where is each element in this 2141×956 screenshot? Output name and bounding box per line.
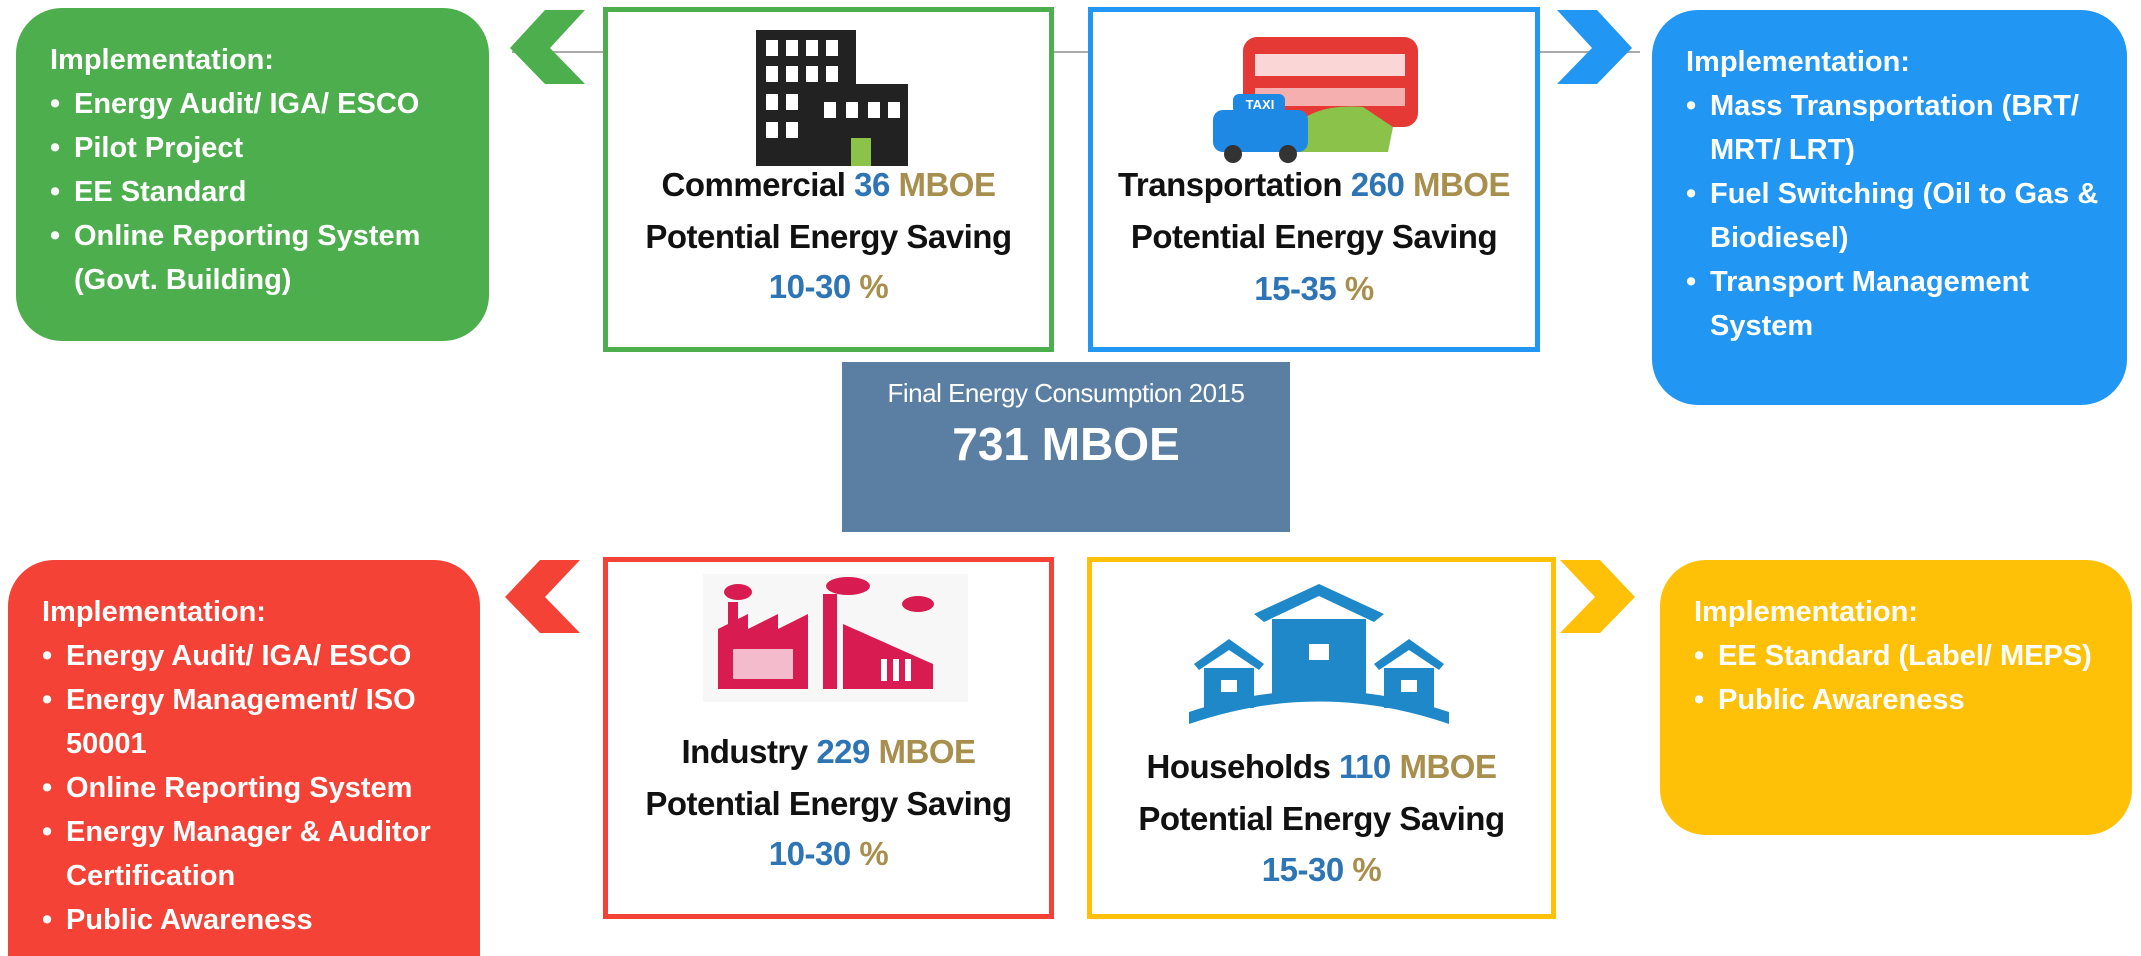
implementation-item: Mass Transportation (BRT/ MRT/ LRT) <box>1686 84 2101 172</box>
implementation-item: Energy Manager & Auditor Certification <box>42 810 454 898</box>
sector-box: TAXI Transportation 260 MBOE Potential E… <box>1088 7 1540 352</box>
sector-unit: MBOE <box>1399 748 1497 785</box>
implementation-box: Implementation: Mass Transportation (BRT/… <box>1652 10 2127 405</box>
transport-icon: TAXI <box>1213 37 1418 163</box>
implementation-box: Implementation: EE Standard (Label/ MEPS)… <box>1660 560 2132 835</box>
implementation-title: Implementation: <box>1694 596 1918 628</box>
implementation-title: Implementation: <box>1686 46 1910 78</box>
saving-percent: % <box>1352 851 1382 888</box>
sector-amount: 110 <box>1339 748 1391 785</box>
saving-range: 10-30 <box>768 835 851 872</box>
sector-name: Commercial <box>661 166 846 203</box>
saving-range: 15-30 <box>1261 851 1344 888</box>
implementation-item: Energy Audit/ IGA/ ESCO <box>42 634 454 678</box>
implementation-list: Mass Transportation (BRT/ MRT/ LRT)Fuel … <box>1686 84 2101 348</box>
saving-percent: % <box>859 268 889 305</box>
sector-box: Households 110 MBOE Potential Energy Sav… <box>1087 557 1556 919</box>
center-label: Final Energy Consumption 2015 <box>887 378 1245 408</box>
factory-icon <box>703 574 968 702</box>
chevron-right <box>1557 10 1632 84</box>
chevron-right <box>1560 560 1635 633</box>
implementation-item: EE Standard <box>50 170 463 214</box>
implementation-list: Energy Audit/ IGA/ ESCOEnergy Management… <box>42 634 454 942</box>
implementation-item: Online Reporting System <box>42 766 454 810</box>
sector-amount: 260 <box>1350 166 1405 203</box>
center-value: 731 MBOE <box>952 418 1180 470</box>
saving-label: Potential Energy Saving <box>645 218 1012 255</box>
sector-amount: 36 <box>854 166 890 203</box>
implementation-item: Public Awareness <box>1694 678 2106 722</box>
svg-text:TAXI: TAXI <box>1246 97 1275 112</box>
saving-range: 10-30 <box>768 268 851 305</box>
sector-name: Industry <box>681 733 808 770</box>
implementation-list: Energy Audit/ IGA/ ESCOPilot ProjectEE S… <box>50 82 463 302</box>
implementation-item: Online Reporting System (Govt. Building) <box>50 214 463 302</box>
building-icon <box>756 30 908 166</box>
saving-label: Potential Energy Saving <box>1138 800 1505 837</box>
implementation-item: Energy Audit/ IGA/ ESCO <box>50 82 463 126</box>
implementation-item: Energy Management/ ISO 50001 <box>42 678 454 766</box>
sector-box: Commercial 36 MBOE Potential Energy Savi… <box>603 7 1054 352</box>
saving-label: Potential Energy Saving <box>645 785 1012 822</box>
sector-box: Industry 229 MBOE Potential Energy Savin… <box>603 557 1054 919</box>
implementation-item: Fuel Switching (Oil to Gas & Biodiesel) <box>1686 172 2101 260</box>
implementation-item: Transport Management System <box>1686 260 2101 348</box>
sector-name: Households <box>1146 748 1331 785</box>
saving-percent: % <box>1344 270 1374 307</box>
sector-name: Transportation <box>1118 166 1343 203</box>
sector-unit: MBOE <box>898 166 996 203</box>
saving-label: Potential Energy Saving <box>1130 218 1498 255</box>
implementation-title: Implementation: <box>42 596 266 628</box>
implementation-box: Implementation: Energy Audit/ IGA/ ESCOPi… <box>16 8 489 341</box>
sector-heading: Commercial 36 MBOE <box>608 160 1049 210</box>
sector-unit: MBOE <box>878 733 977 770</box>
center-box: Final Energy Consumption 2015 731 MBOE <box>842 362 1290 532</box>
implementation-item: EE Standard (Label/ MEPS) <box>1694 634 2106 678</box>
implementation-box: Implementation:Energy Audit/ IGA/ ESCOEn… <box>8 560 480 956</box>
implementation-title: Implementation: <box>50 44 274 76</box>
implementation-item: Public Awareness <box>42 898 454 942</box>
sector-amount: 229 <box>816 733 870 770</box>
chevron-left <box>510 10 585 84</box>
chevron-left <box>505 560 580 633</box>
houses-icon <box>1189 584 1449 724</box>
saving-range: 15-35 <box>1254 270 1337 307</box>
implementation-item: Pilot Project <box>50 126 463 170</box>
implementation-list: EE Standard (Label/ MEPS)Public Awarenes… <box>1694 634 2106 722</box>
sector-unit: MBOE <box>1412 166 1511 203</box>
saving-percent: % <box>859 835 889 872</box>
